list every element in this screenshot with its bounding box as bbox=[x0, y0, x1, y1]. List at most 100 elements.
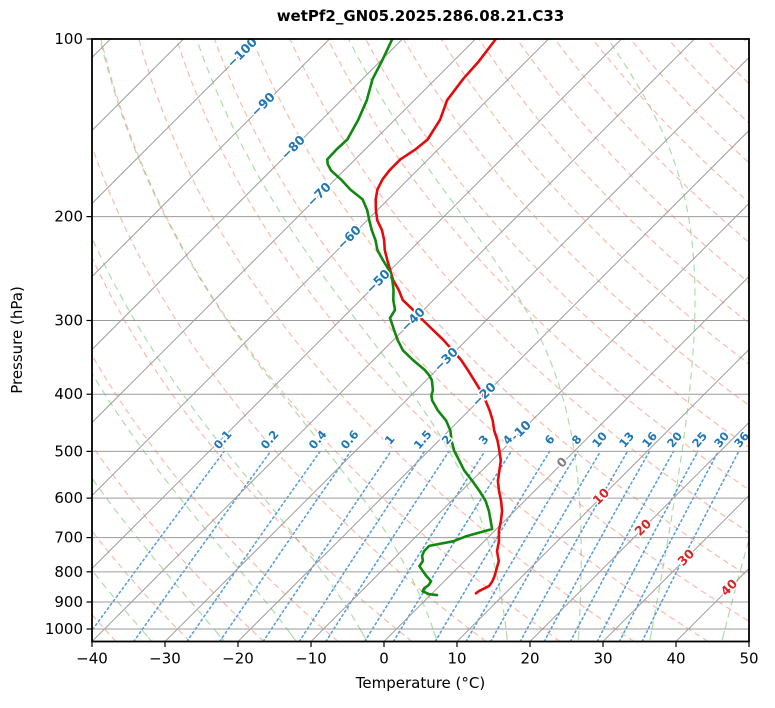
dry-adiabat-line bbox=[92, 256, 413, 642]
dry-adiabat-line bbox=[289, 39, 749, 534]
mixing-ratio-line bbox=[519, 450, 629, 642]
mixing-ratio-line bbox=[186, 450, 321, 642]
mixing-ratio-line bbox=[364, 450, 486, 642]
y-tick-label: 700 bbox=[54, 529, 83, 547]
isotherm-label: 20 bbox=[631, 516, 654, 539]
dry-adiabat-line bbox=[592, 39, 749, 204]
isotherm-label: 40 bbox=[717, 576, 740, 599]
dry-adiabat-line bbox=[92, 354, 339, 642]
isotherm-line bbox=[92, 39, 476, 424]
mixing-ratio-label: 8 bbox=[569, 432, 585, 447]
y-tick-label: 200 bbox=[54, 208, 83, 226]
x-tick-label: 50 bbox=[739, 650, 758, 668]
mixing-ratio-label: 30 bbox=[711, 429, 732, 450]
x-axis-label: Temperature (°C) bbox=[355, 674, 486, 692]
figure-title: wetPf2_GN05.2025.286.08.21.C33 bbox=[276, 7, 565, 25]
mixing-ratio-label: 16 bbox=[639, 429, 660, 450]
x-tick-label: −20 bbox=[222, 650, 254, 668]
x-tick-label: −30 bbox=[149, 650, 181, 668]
mixing-ratio-line bbox=[465, 450, 579, 642]
mixing-ratio-line bbox=[132, 450, 272, 642]
dry-adiabat-line bbox=[92, 444, 265, 642]
y-tick-label: 300 bbox=[54, 312, 83, 330]
mixing-ratio-label: 3 bbox=[476, 432, 492, 447]
x-tick-label: 0 bbox=[379, 650, 389, 668]
moist-adiabat-line bbox=[92, 236, 368, 642]
isotherm-line bbox=[92, 39, 622, 570]
isotherm-line bbox=[748, 640, 749, 642]
moist-adiabat-line bbox=[347, 39, 582, 642]
plot-lines bbox=[0, 39, 749, 642]
isotherm-label: 10 bbox=[589, 485, 612, 508]
isotherm-line bbox=[383, 275, 749, 642]
dry-adiabat-line bbox=[92, 530, 191, 642]
y-tick-label: 1000 bbox=[45, 620, 83, 638]
dry-adiabat-line bbox=[92, 144, 487, 642]
isotherm-line bbox=[92, 39, 257, 205]
y-tick-label: 400 bbox=[54, 385, 83, 403]
mixing-ratio-label: 0.2 bbox=[258, 427, 282, 452]
isotherm-line bbox=[164, 56, 749, 642]
mixing-ratio-line bbox=[325, 450, 450, 642]
dry-adiabat-line bbox=[251, 39, 749, 578]
isotherm-label: 30 bbox=[674, 546, 697, 569]
isotherm-line bbox=[92, 39, 111, 59]
isotherm-line bbox=[529, 421, 749, 642]
dry-adiabat-line bbox=[213, 39, 749, 622]
x-tick-label: −10 bbox=[295, 650, 327, 668]
dry-adiabat-line bbox=[516, 39, 749, 284]
y-tick-label: 800 bbox=[54, 563, 83, 581]
isotherm-line bbox=[92, 39, 695, 642]
dry-adiabat-line bbox=[629, 39, 749, 164]
mixing-ratio-label: 0.1 bbox=[211, 427, 235, 452]
moist-adiabat-line bbox=[92, 477, 226, 642]
isotherm-line bbox=[92, 39, 549, 497]
isotherm-label: −70 bbox=[304, 179, 335, 210]
dry-adiabat-line bbox=[402, 39, 749, 407]
x-tick-label: −40 bbox=[76, 650, 108, 668]
dry-adiabat-line bbox=[92, 613, 117, 642]
isotherm-label: −90 bbox=[248, 89, 279, 120]
isotherm-label: −30 bbox=[431, 344, 462, 375]
dry-adiabat-line bbox=[100, 39, 561, 642]
mixing-ratio-label: 1 bbox=[382, 432, 398, 447]
isotherm-line bbox=[237, 129, 749, 642]
mixing-ratio-label: 25 bbox=[689, 429, 710, 450]
mixing-ratio-line bbox=[618, 450, 720, 642]
moist-adiabat-line bbox=[0, 39, 5, 642]
moist-adiabat-line bbox=[99, 39, 438, 642]
dry-adiabat-line bbox=[365, 39, 749, 448]
mixing-ratio-line bbox=[298, 450, 426, 642]
y-tick-label: 100 bbox=[54, 30, 83, 48]
isotherm-line bbox=[602, 494, 749, 642]
mixing-ratio-label: 0.4 bbox=[306, 427, 330, 452]
mixing-ratio-line bbox=[596, 450, 699, 642]
mixing-ratio-line bbox=[392, 450, 512, 642]
mixing-ratio-label: 10 bbox=[589, 429, 610, 450]
y-tick-label: 500 bbox=[54, 442, 83, 460]
x-tick-label: 30 bbox=[593, 650, 612, 668]
mixing-ratio-line bbox=[489, 450, 602, 642]
isotherm-line bbox=[310, 202, 749, 642]
isotherm-line bbox=[92, 39, 403, 351]
temperature-curve bbox=[374, 39, 504, 595]
dry-adiabat-line bbox=[478, 39, 749, 324]
mixing-ratio-line bbox=[219, 450, 352, 642]
x-tick-label: 40 bbox=[666, 650, 685, 668]
y-tick-label: 900 bbox=[54, 593, 83, 611]
dewpoint-curve bbox=[326, 39, 494, 597]
moist-adiabat-line bbox=[195, 39, 509, 642]
x-tick-label: 10 bbox=[447, 650, 466, 668]
mixing-ratio-line bbox=[641, 450, 740, 642]
dry-adiabat-line bbox=[176, 39, 709, 642]
dry-adiabat-line bbox=[705, 39, 749, 85]
mixing-ratio-line bbox=[262, 450, 392, 642]
isotherm-label: −80 bbox=[278, 132, 309, 163]
mixing-ratio-line bbox=[434, 450, 551, 642]
isotherm-line bbox=[0, 39, 38, 642]
plot-frame bbox=[91, 38, 750, 643]
mixing-ratio-line bbox=[92, 450, 225, 632]
moist-adiabat-line bbox=[0, 39, 78, 642]
